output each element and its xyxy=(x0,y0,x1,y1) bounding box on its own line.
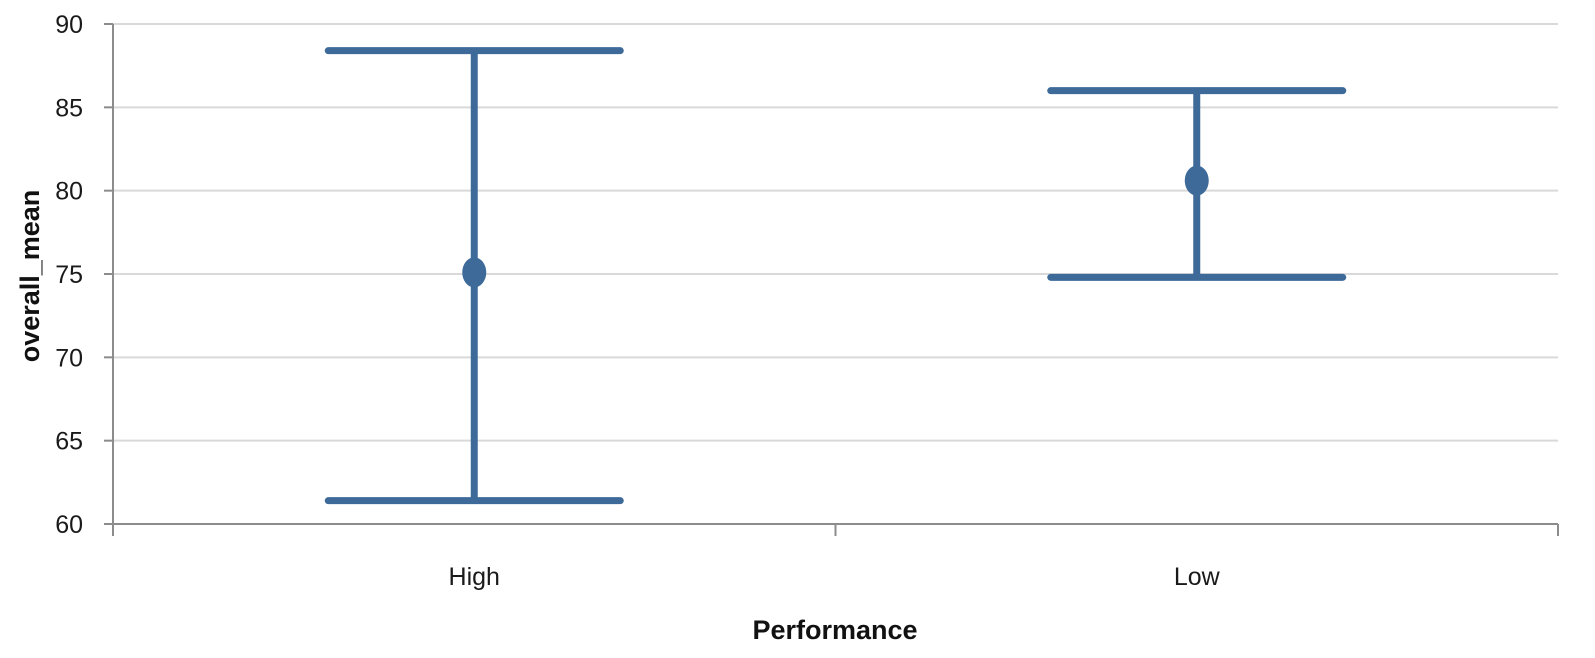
gridlines xyxy=(113,23,1558,442)
plot-area xyxy=(324,47,1347,505)
y-tick-label: 75 xyxy=(55,261,83,289)
mean-point-high xyxy=(462,257,487,288)
error-bar-group-high xyxy=(324,47,624,505)
y-tick-label: 70 xyxy=(55,344,83,372)
y-tick-label: 85 xyxy=(55,94,83,122)
y-tick-label: 80 xyxy=(55,178,83,206)
y-tick-label: 65 xyxy=(55,428,83,456)
x-tick-label-low: Low xyxy=(1174,563,1221,591)
mean-point-low xyxy=(1184,165,1209,196)
tick-labels: 60 65 70 75 80 85 90 High Low xyxy=(55,11,1220,591)
x-tick-label-high: High xyxy=(449,563,500,591)
y-tick-label: 90 xyxy=(55,11,83,39)
error-bar-group-low xyxy=(1047,87,1347,281)
y-tick-label: 60 xyxy=(55,511,83,539)
x-axis-title: Performance xyxy=(752,615,917,645)
y-axis-title: overall_mean xyxy=(15,190,45,363)
axes xyxy=(104,23,1559,536)
